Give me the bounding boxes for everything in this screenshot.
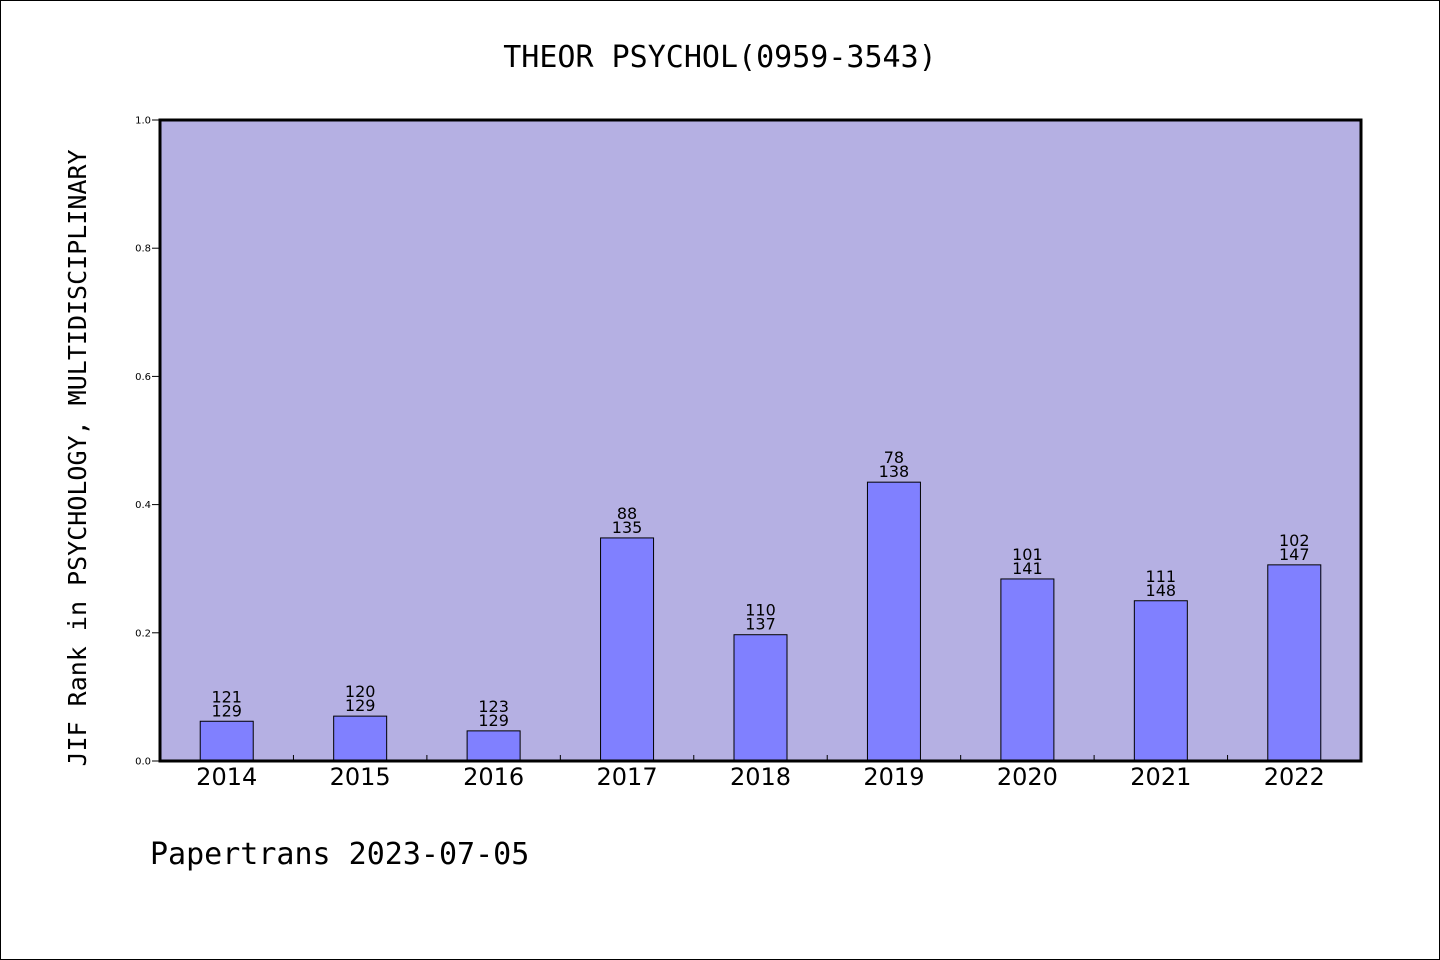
bar-total-label: 129 [478, 711, 509, 730]
bar-rank-label: 111 [1146, 567, 1177, 586]
x-tick-label: 2019 [863, 763, 924, 791]
x-tick-label: 2021 [1130, 763, 1191, 791]
x-tick-label: 2014 [196, 763, 257, 791]
x-tick-labels: 2014 2015 2016 2017 2018 2019 2020 2021 2022 [196, 763, 1325, 791]
bar-total-label: 129 [345, 696, 376, 715]
y-tick-label: 0.8 [135, 244, 151, 255]
bar-2016 [466, 730, 521, 762]
bar-total-label: 138 [879, 462, 910, 481]
y-tick-label: 1.0 [135, 116, 151, 127]
x-tick-label: 2017 [597, 763, 658, 791]
x-tick-label: 2018 [730, 763, 791, 791]
y-tick-label: 0.4 [135, 500, 151, 511]
bar-2020 [1000, 578, 1055, 762]
y-tick-label: 0.2 [135, 628, 151, 639]
bars [199, 481, 1322, 762]
y-tick-label: 0.0 [135, 757, 151, 768]
bar-total-label: 147 [1279, 545, 1310, 564]
bar-rank-label: 121 [211, 687, 242, 706]
bar-2022 [1267, 564, 1322, 762]
bar-rank-label: 101 [1012, 545, 1043, 564]
bar-2017 [600, 537, 655, 762]
bar-rank-label: 123 [478, 697, 509, 716]
bar-total-label: 137 [745, 615, 776, 634]
bar-rank-label: 88 [617, 504, 637, 523]
x-tick-label: 2016 [463, 763, 524, 791]
bar-2018 [733, 634, 788, 762]
y-tick-label: 0.6 [135, 372, 151, 383]
bar-2015 [333, 715, 388, 762]
bar-rank-label: 102 [1279, 531, 1310, 550]
bar-total-label: 129 [211, 701, 242, 720]
bar-total-label: 135 [612, 518, 643, 537]
x-tick-label: 2022 [1264, 763, 1325, 791]
footer-credit: Papertrans 2023-07-05 [150, 837, 529, 872]
bar-2014 [199, 720, 254, 762]
plot-border [158, 118, 1363, 763]
x-tick-label: 2015 [330, 763, 391, 791]
bar-2019 [866, 481, 921, 762]
y-tick-labels: 0.0 0.2 0.4 0.6 0.8 1.0 [135, 116, 151, 768]
bar-rank-label: 120 [345, 682, 376, 701]
y-axis-label: JIF Rank in PSYCHOLOGY, MULTIDISCIPLINAR… [63, 149, 92, 766]
chart-title: THEOR PSYCHOL(0959-3543) [503, 40, 936, 75]
bar-total-label: 148 [1146, 581, 1177, 600]
x-tick-label: 2020 [997, 763, 1058, 791]
bar-rank-label: 110 [745, 601, 776, 620]
bar-rank-label: 78 [884, 448, 904, 467]
bar-total-label: 141 [1012, 559, 1043, 578]
bar-2021 [1133, 600, 1188, 762]
